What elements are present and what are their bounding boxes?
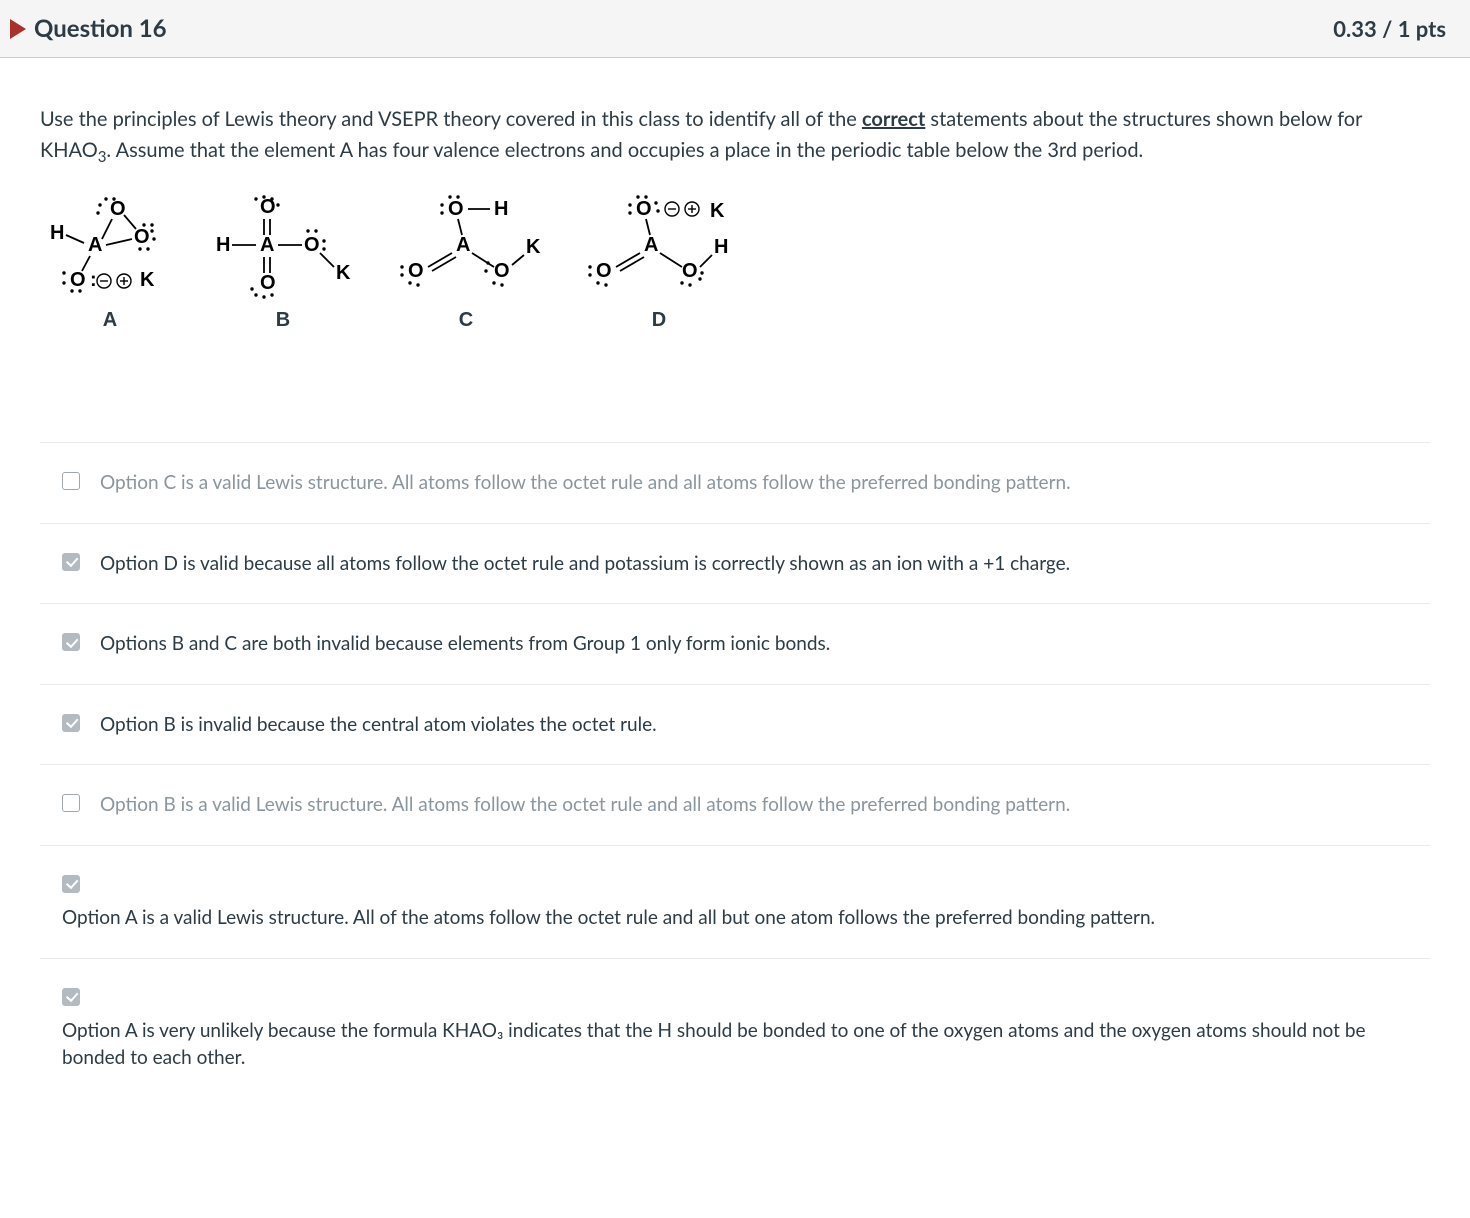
lewis-structure-a: H A O O O K [40,191,180,332]
answer-row: Option B is a valid Lewis structure. All… [40,764,1430,845]
answer-text: Option C is a valid Lewis structure. All… [100,469,1418,497]
atom-a: A [88,234,102,256]
prompt-emph: correct [862,107,925,131]
answer-text: Options B and C are both invalid because… [100,630,1418,658]
question-marker-icon [10,19,26,39]
atom-o-bottom: O [260,272,276,294]
atom-a: A [644,234,658,256]
atom-o-top: O [110,198,126,220]
answer-checkbox[interactable] [62,988,80,1006]
atom-o-right: O [494,260,510,282]
answer-checkbox[interactable] [62,875,80,893]
answer-checkbox[interactable] [62,553,80,571]
answer-row: Option C is a valid Lewis structure. All… [40,442,1430,523]
structure-label-c: C [459,309,473,332]
answer-text: Option D is valid because all atoms foll… [100,550,1418,578]
answer-text: Option A is a valid Lewis structure. All… [62,904,1155,932]
question-prompt: Use the principles of Lewis theory and V… [40,104,1430,169]
answer-checkbox[interactable] [62,714,80,732]
atom-a: A [456,234,470,256]
answer-text: Option B is a valid Lewis structure. All… [100,791,1418,819]
structure-label-d: D [652,309,666,332]
atom-o-right: O [304,234,320,256]
atom-o-left: O [596,260,612,282]
answer-row: Option B is invalid because the central … [40,684,1430,765]
answer-text: Option A is very unlikely because the fo… [62,1017,1418,1072]
atom-o-bottom: O [70,269,86,291]
lewis-structure-d-svg: A O K O O H [574,191,744,301]
lewis-structure-c: A O H O O K [386,191,546,332]
prompt-text-pre: Use the principles of Lewis theory and V… [40,107,862,131]
lewis-structure-b-svg: H A O O O K [208,191,358,301]
answer-row: Option A is very unlikely because the fo… [40,958,1430,1098]
atom-o-right: O [682,260,698,282]
atom-o-right: O [134,226,150,248]
answer-checkbox[interactable] [62,472,80,490]
atom-a: A [260,234,274,256]
atom-o-top: O [448,198,464,220]
lewis-structure-d: A O K O O H [574,191,744,332]
structure-label-a: A [103,309,117,332]
atom-h: H [494,198,508,220]
answer-checkbox[interactable] [62,794,80,812]
question-points: 0.33 / 1 pts [1333,15,1446,42]
lewis-structures-row: H A O O O K [40,191,1430,332]
atom-k: K [526,236,541,258]
atom-h: H [216,234,230,256]
answers-list: Option C is a valid Lewis structure. All… [40,442,1430,1097]
question-container: Question 16 0.33 / 1 pts Use the princip… [0,0,1470,1118]
atom-k: K [336,262,351,284]
atom-o-left: O [408,260,424,282]
lewis-structure-b: H A O O O K [208,191,358,332]
atom-h: H [714,236,728,258]
answer-row: Option A is a valid Lewis structure. All… [40,845,1430,958]
atom-o-top: O [636,198,652,220]
answer-checkbox[interactable] [62,633,80,651]
atom-h: H [50,222,64,244]
atom-k: K [140,269,155,291]
question-header: Question 16 0.33 / 1 pts [0,0,1470,58]
question-title: Question 16 [34,14,167,43]
answer-row: Options B and C are both invalid because… [40,603,1430,684]
answer-text: Option B is invalid because the central … [100,711,1418,739]
structure-label-b: B [276,309,290,332]
lewis-structure-c-svg: A O H O O K [386,191,546,301]
atom-k: K [710,200,725,222]
question-body: Use the principles of Lewis theory and V… [0,58,1470,1118]
prompt-text-post2: . Assume that the element A has four val… [106,138,1143,162]
lewis-structure-a-svg: H A O O O K [40,191,180,301]
colon: : [90,269,97,291]
answer-row: Option D is valid because all atoms foll… [40,523,1430,604]
